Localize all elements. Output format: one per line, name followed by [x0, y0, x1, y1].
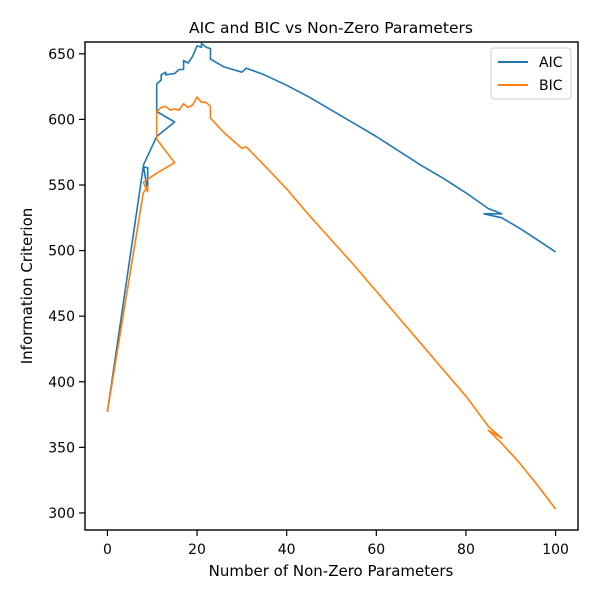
y-axis-label: Information Criterion: [18, 208, 36, 365]
series-line-aic: [106, 42, 557, 413]
x-tick-label: 100: [542, 542, 569, 558]
x-tick-label: 40: [278, 542, 296, 558]
y-axis: 300 350 400 450 500 550 600 650: [48, 47, 85, 522]
y-tick-label: 450: [48, 309, 75, 325]
plot-lines: [106, 42, 557, 510]
legend: AIC BIC: [490, 47, 572, 100]
x-axis-label: Number of Non-Zero Parameters: [209, 562, 454, 580]
y-tick-label: 350: [48, 440, 75, 456]
plot-area-frame: [84, 41, 579, 531]
y-tick-label: 650: [48, 47, 75, 63]
x-tick-label: 0: [103, 542, 112, 558]
series-line-bic: [106, 96, 557, 510]
y-tick-label: 550: [48, 178, 75, 194]
legend-label-aic: AIC: [539, 55, 563, 71]
y-tick-label: 600: [48, 112, 75, 128]
y-tick-label: 500: [48, 244, 75, 260]
chart-title: AIC and BIC vs Non-Zero Parameters: [189, 19, 473, 37]
legend-label-bic: BIC: [539, 78, 563, 94]
x-tick-label: 80: [457, 542, 475, 558]
x-tick-label: 60: [367, 542, 385, 558]
legend-box: [490, 47, 572, 100]
y-tick-label: 400: [48, 375, 75, 391]
x-tick-label: 20: [188, 542, 206, 558]
x-axis: 0 20 40 60 80 100: [103, 530, 569, 558]
y-tick-label: 300: [48, 506, 75, 522]
